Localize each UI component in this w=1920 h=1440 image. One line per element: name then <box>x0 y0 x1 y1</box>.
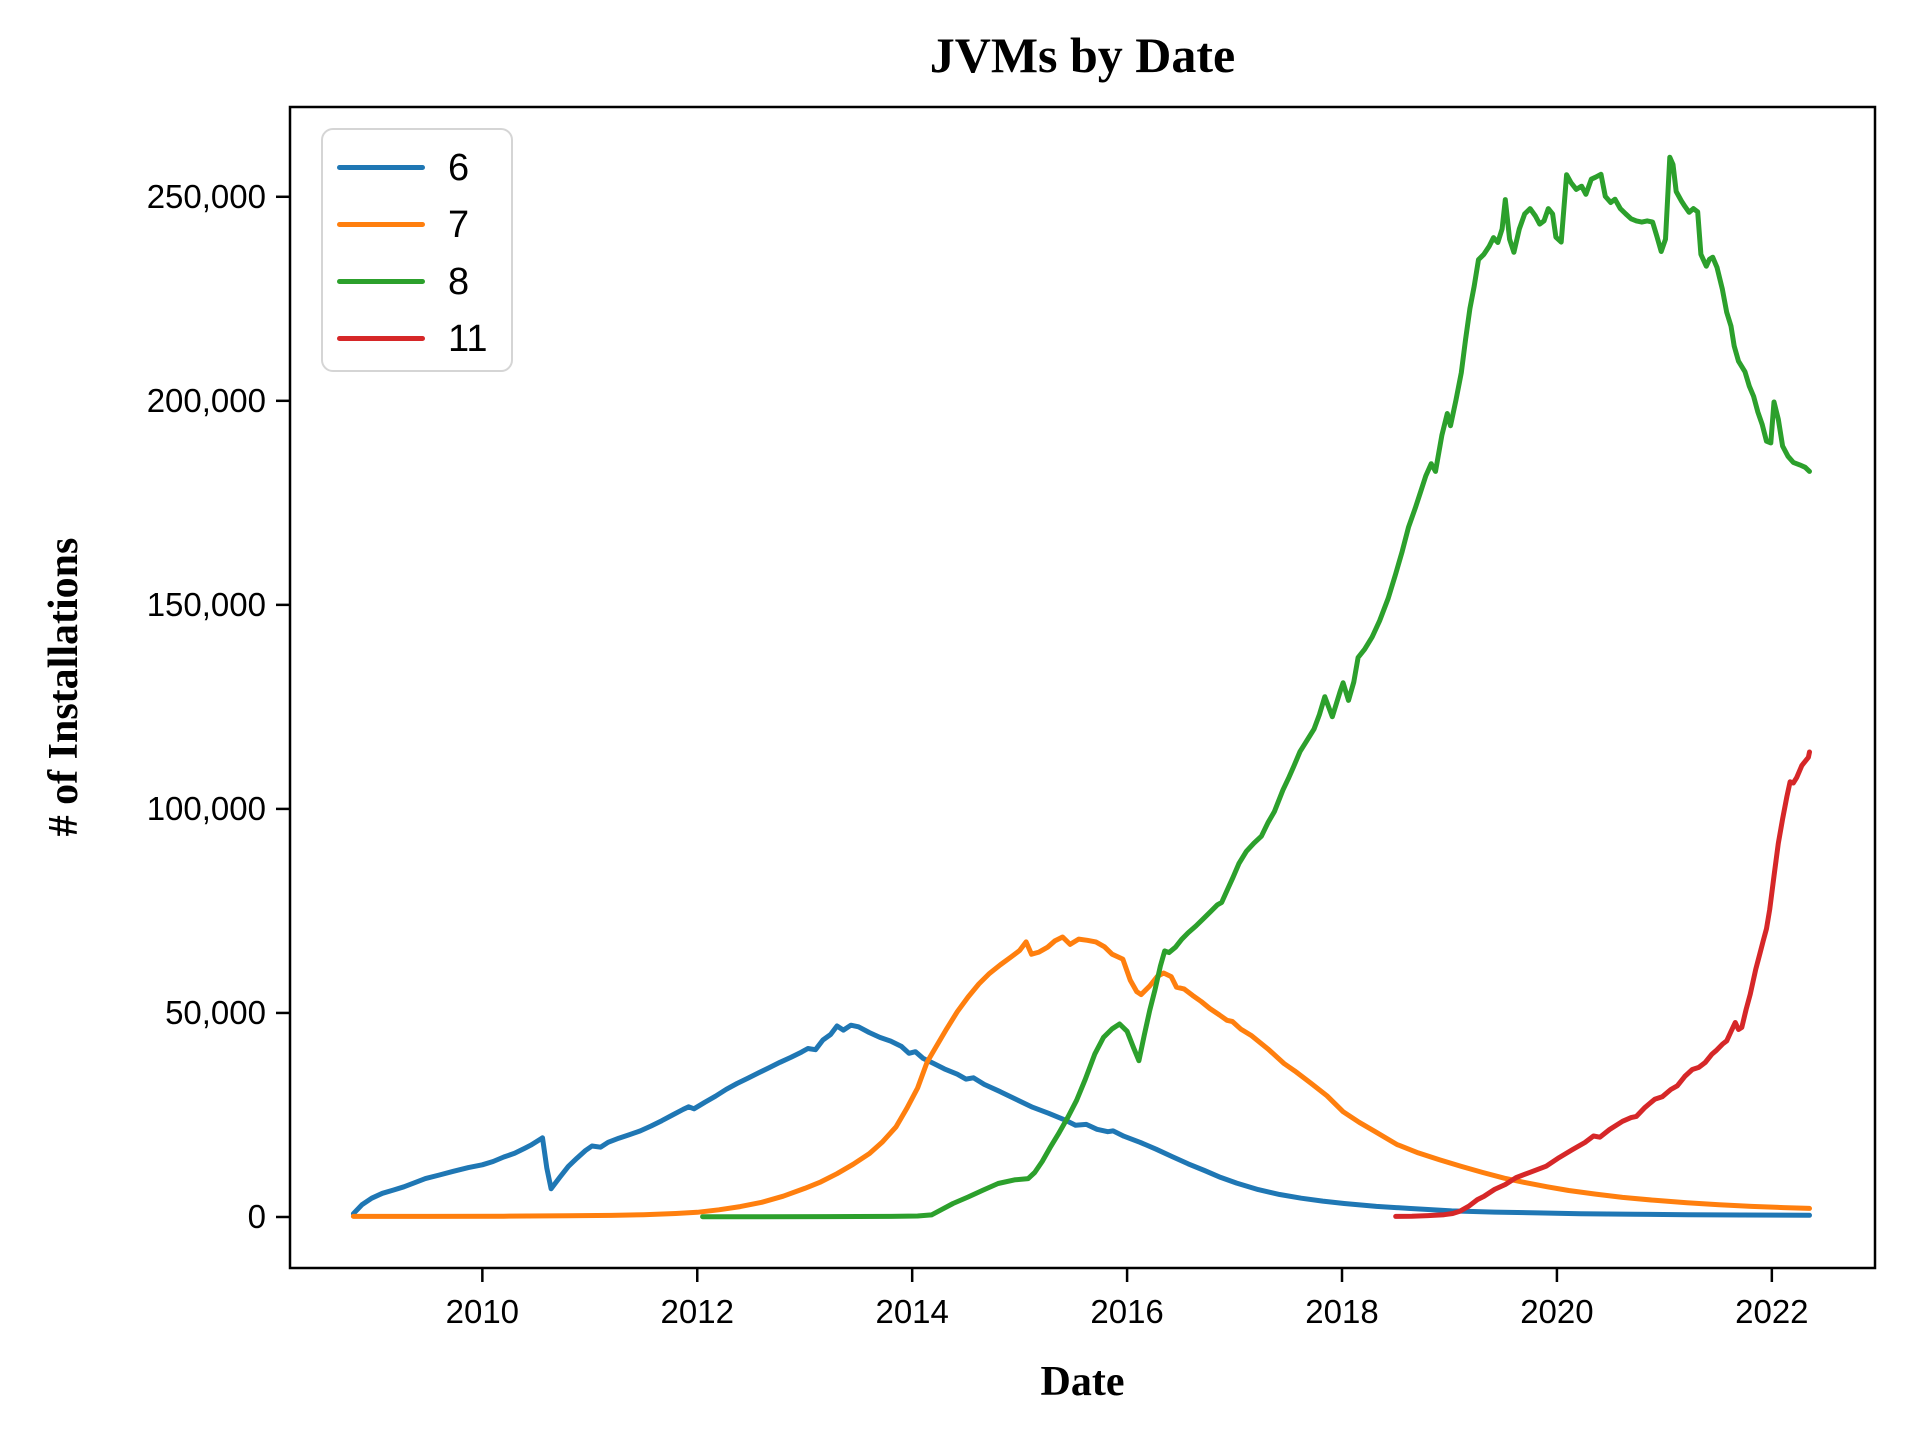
series-line-6 <box>350 1022 1812 1218</box>
series-line-8 <box>700 154 1812 1220</box>
legend-swatch-7 <box>337 222 425 227</box>
legend-item-6: 6 <box>323 139 511 196</box>
legend-swatch-11 <box>337 336 425 341</box>
x-tick-label: 2010 <box>446 1293 519 1330</box>
y-tick-label: 0 <box>248 1198 266 1235</box>
legend-item-label: 7 <box>448 203 470 246</box>
legend-swatch-6 <box>337 165 425 170</box>
plot-frame <box>288 105 1877 1270</box>
y-tick-label: 100,000 <box>147 790 266 827</box>
legend-item-8: 8 <box>323 253 511 310</box>
x-tick-label: 2022 <box>1735 1293 1808 1330</box>
series-line-7 <box>350 934 1812 1219</box>
legend-item-7: 7 <box>323 196 511 253</box>
y-tick-label: 250,000 <box>147 178 266 215</box>
legend-item-label: 6 <box>448 146 470 189</box>
x-axis-label: Date <box>1040 1359 1125 1405</box>
y-tick-label: 50,000 <box>165 994 266 1031</box>
x-tick-label: 2020 <box>1520 1293 1593 1330</box>
x-tick-label: 2014 <box>875 1293 948 1330</box>
legend: 6 7 8 11 <box>321 128 513 372</box>
chart-title: JVMs by Date <box>929 27 1236 83</box>
y-tick-label: 150,000 <box>147 586 266 623</box>
x-tick-label: 2012 <box>661 1293 734 1330</box>
legend-item-label: 8 <box>448 260 470 303</box>
y-axis-label: # of Installations <box>41 537 87 837</box>
x-tick-label: 2018 <box>1305 1293 1378 1330</box>
y-tick-label: 200,000 <box>147 382 266 419</box>
legend-item-label: 11 <box>448 317 488 360</box>
x-tick-label: 2016 <box>1090 1293 1163 1330</box>
legend-item-11: 11 <box>323 310 511 367</box>
series-line-11 <box>1393 749 1812 1219</box>
legend-swatch-8 <box>337 279 425 284</box>
